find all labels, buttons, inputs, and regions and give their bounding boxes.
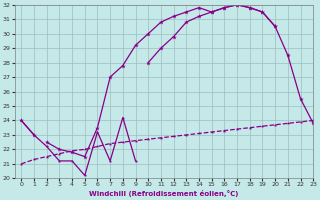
X-axis label: Windchill (Refroidissement éolien,°C): Windchill (Refroidissement éolien,°C) [89, 190, 239, 197]
